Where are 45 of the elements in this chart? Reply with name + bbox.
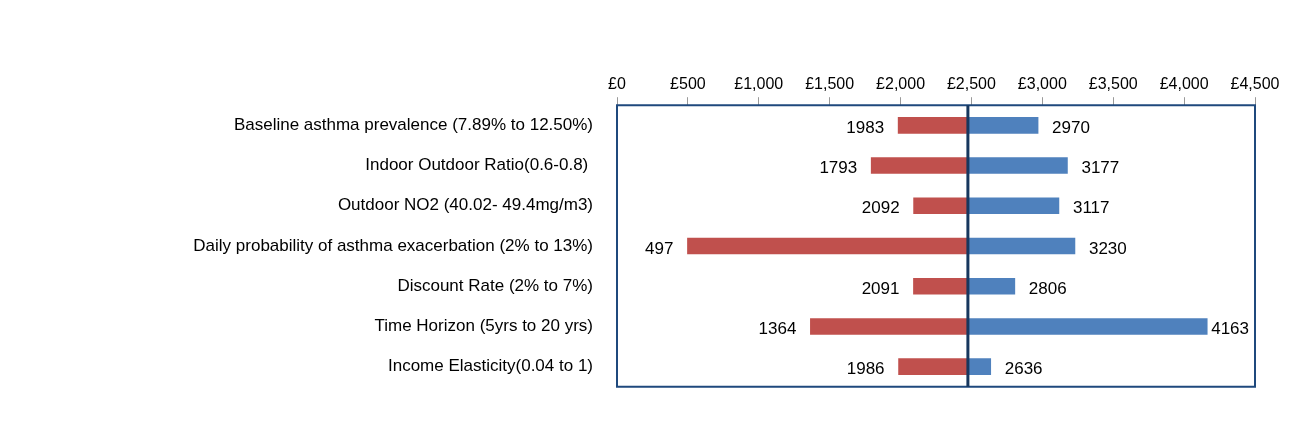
bar — [967, 358, 992, 376]
x-tick-label: £4,500 — [1230, 75, 1280, 93]
bar — [967, 197, 1060, 215]
data-label: 2092 — [861, 198, 900, 218]
y-tick-label: Outdoor NO2 (40.02- 49.4mg/m3) — [337, 195, 593, 215]
data-label: 1793 — [819, 158, 858, 178]
x-tick-label: £0 — [608, 75, 626, 93]
y-tick-label: Income Elasticity(0.04 to 1) — [387, 356, 593, 376]
x-tick-label: £500 — [670, 75, 706, 93]
y-tick-label: Indoor Outdoor Ratio(0.6-0.8) — [365, 155, 593, 175]
bar — [967, 116, 1039, 134]
y-tick-label: Daily probability of asthma exacerbation (2% to 13%) — [193, 235, 593, 255]
x-tick-label: £3,000 — [1017, 75, 1067, 93]
x-tick-label: £1,000 — [734, 75, 784, 93]
y-tick-label: Baseline asthma prevalence (7.89% to 12.50%) — [233, 115, 593, 134]
data-label: 3117 — [1072, 198, 1110, 218]
y-tick-label: Time Horizon (5yrs to 20 yrs) — [374, 316, 593, 336]
bar — [913, 197, 969, 215]
data-label: 3230 — [1088, 238, 1127, 258]
data-label: 1986 — [846, 359, 885, 379]
bar — [967, 318, 1208, 335]
data-label: 4163 — [1211, 319, 1250, 339]
data-label: 2636 — [1004, 359, 1043, 379]
bar — [687, 237, 969, 255]
x-tick-label: £2,000 — [876, 75, 926, 93]
data-label: 2091 — [861, 278, 900, 298]
data-label: 2970 — [1052, 118, 1090, 137]
x-tick-label: £4,000 — [1159, 75, 1209, 93]
bar — [870, 157, 969, 174]
data-label: 2806 — [1028, 278, 1067, 298]
data-label: 497 — [645, 238, 674, 258]
data-label: 1364 — [758, 319, 797, 339]
data-label: 1983 — [846, 118, 885, 137]
bar — [967, 157, 1068, 174]
x-tick-label: £2,500 — [946, 75, 997, 93]
bar — [897, 116, 969, 134]
y-tick-label: Discount Rate (2% to 7%) — [397, 275, 593, 295]
bar — [967, 237, 1076, 255]
x-tick-label: £1,500 — [805, 75, 855, 93]
bar — [967, 277, 1016, 295]
bar — [913, 277, 969, 295]
bar — [810, 318, 969, 335]
bar — [898, 358, 969, 376]
data-label: 3177 — [1081, 158, 1120, 178]
x-tick-label: £3,500 — [1088, 75, 1138, 93]
